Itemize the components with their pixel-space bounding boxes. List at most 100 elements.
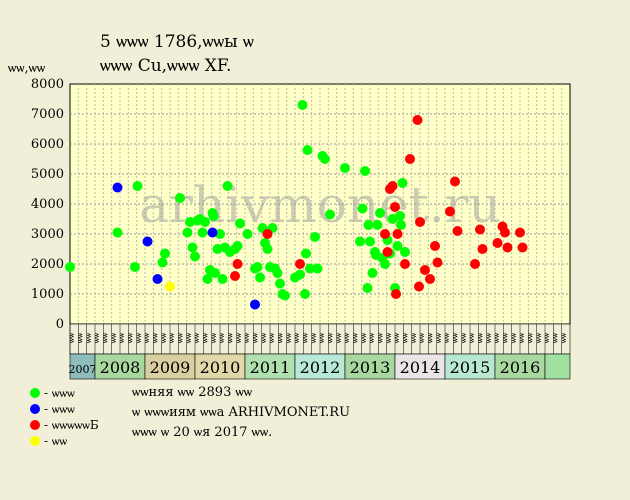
data-point xyxy=(190,251,200,262)
period-tick-label: ѡѡ xyxy=(201,333,210,343)
note-date: ѡѡѡ ѡ 20 ѡя 2017 ѡѡ. xyxy=(132,425,273,440)
note-average-price: ѡѡняя ѡѡ 2893 ѡѡ xyxy=(132,385,252,400)
data-point xyxy=(301,248,311,259)
period-tick-label: ѡѡ xyxy=(334,333,343,343)
data-point xyxy=(300,289,310,299)
data-point xyxy=(217,274,228,284)
year-band xyxy=(544,353,571,380)
period-tick-label: ѡѡ xyxy=(101,333,110,343)
data-point xyxy=(392,241,403,251)
data-point xyxy=(450,176,460,187)
data-point xyxy=(405,154,415,164)
y-tick-label: 3000 xyxy=(31,227,64,242)
y-tick-label: 7000 xyxy=(31,107,64,122)
period-tick-label: ѡѡ xyxy=(392,333,401,343)
period-tick-label: ѡѡ xyxy=(301,333,310,343)
data-point xyxy=(500,227,510,238)
data-point xyxy=(412,115,423,125)
period-tick-label: ѡѡ xyxy=(117,333,126,343)
data-point xyxy=(210,268,220,278)
y-tick-label: 4000 xyxy=(31,197,64,212)
period-tick-label: ѡѡ xyxy=(134,333,143,343)
y-tick-label: 0 xyxy=(56,317,64,332)
period-tick-label: ѡѡ xyxy=(326,333,335,343)
data-point xyxy=(380,229,390,239)
legend-red-label: - ѡѡѡѡѡБ xyxy=(44,418,99,432)
y-tick-label: 6000 xyxy=(31,137,64,152)
y-axis-label: ѡѡ,ѡѡ xyxy=(8,61,46,76)
data-point xyxy=(515,227,525,238)
period-tick-label: ѡѡ xyxy=(92,333,101,343)
year-label: 2014 xyxy=(400,358,441,377)
year-label: 2010 xyxy=(200,358,241,377)
year-band xyxy=(444,353,496,380)
period-tick-label: ѡѡ xyxy=(192,333,201,343)
year-band xyxy=(69,353,96,380)
data-point xyxy=(232,259,243,269)
data-point xyxy=(430,241,440,251)
legend-green-dot xyxy=(30,388,40,398)
year-label: 2008 xyxy=(100,358,141,377)
data-point xyxy=(414,281,424,292)
legend-item-blue: - ѡѡѡ xyxy=(30,402,75,417)
period-tick-label: ѡѡ xyxy=(251,333,260,343)
data-point xyxy=(262,244,273,254)
year-label: 2016 xyxy=(500,358,541,377)
period-tick-label: ѡѡ xyxy=(276,333,285,343)
data-point xyxy=(415,217,425,227)
year-band xyxy=(394,353,446,380)
data-point xyxy=(375,208,385,218)
period-tick-label: ѡѡ xyxy=(417,333,426,343)
year-label: 2007 xyxy=(69,363,97,376)
period-tick-label: ѡѡ xyxy=(476,333,485,343)
data-point xyxy=(112,227,123,238)
legend-red-dot xyxy=(30,420,40,430)
data-point xyxy=(305,263,315,274)
period-tick-label: ѡѡ xyxy=(384,333,393,343)
y-tick-label: 2000 xyxy=(31,257,64,272)
data-point xyxy=(252,262,263,272)
period-tick-label: ѡѡ xyxy=(317,333,326,343)
period-tick-label: ѡѡ xyxy=(442,333,451,343)
period-tick-label: ѡѡ xyxy=(109,333,118,343)
period-tick-label: ѡѡ xyxy=(217,333,226,343)
data-point xyxy=(475,224,485,235)
data-point xyxy=(215,229,225,239)
y-tick-label: 1000 xyxy=(31,287,64,302)
data-point xyxy=(492,238,503,248)
period-tick-label: ѡѡ xyxy=(367,333,376,343)
period-tick-label: ѡѡ xyxy=(376,333,385,343)
period-tick-label: ѡѡ xyxy=(184,333,193,343)
data-point xyxy=(312,263,323,274)
period-tick-label: ѡѡ xyxy=(267,333,276,343)
period-tick-label: ѡѡ xyxy=(484,333,493,343)
data-point xyxy=(397,178,408,188)
year-band xyxy=(144,353,196,380)
data-point xyxy=(382,247,393,257)
data-point xyxy=(372,220,383,230)
data-point xyxy=(502,242,513,253)
data-point xyxy=(295,269,305,280)
data-point xyxy=(400,247,410,257)
period-tick-label: ѡѡ xyxy=(226,333,235,343)
data-point xyxy=(420,265,430,275)
data-point xyxy=(365,236,375,247)
data-point xyxy=(391,289,401,299)
data-point xyxy=(400,259,410,269)
data-point xyxy=(432,257,443,268)
data-point xyxy=(380,259,390,269)
year-label: 2013 xyxy=(350,358,391,377)
period-tick-label: ѡѡ xyxy=(492,333,501,343)
data-point xyxy=(325,209,335,220)
data-point xyxy=(197,227,208,238)
legend-item-red: - ѡѡѡѡѡБ xyxy=(30,418,99,433)
data-point xyxy=(302,145,313,155)
data-point xyxy=(360,166,370,176)
data-point xyxy=(362,283,373,293)
period-tick-label: ѡѡ xyxy=(526,333,535,343)
data-point xyxy=(425,274,435,284)
period-tick-label: ѡѡ xyxy=(242,333,251,343)
note-source: ѡ ѡѡѡиям ѡѡа ARHIVMONET.RU xyxy=(132,405,351,420)
legend-yellow-label: - ѡѡ xyxy=(44,434,68,448)
period-tick-label: ѡѡ xyxy=(409,333,418,343)
